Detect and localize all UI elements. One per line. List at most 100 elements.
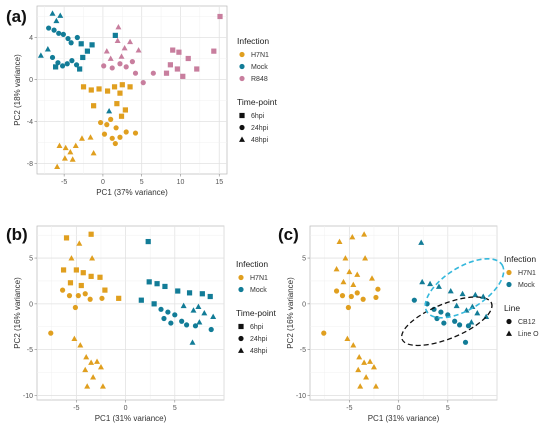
data-point [175, 288, 181, 294]
x-tick-label: 5 [140, 179, 144, 186]
data-point [117, 134, 123, 140]
data-point [372, 383, 379, 389]
data-point [56, 30, 62, 36]
data-point [346, 268, 353, 275]
data-point [53, 64, 59, 70]
data-point [208, 326, 214, 333]
data-point [127, 38, 134, 45]
data-point [68, 255, 75, 261]
data-point [150, 70, 156, 76]
data-point [90, 150, 97, 156]
data-point [61, 155, 68, 161]
y-tick-label: 0 [302, 301, 306, 308]
x-tick-label: 0 [124, 405, 128, 412]
legend-label: 6hpi [251, 113, 265, 120]
data-point [96, 86, 102, 92]
data-point [457, 322, 463, 328]
x-tick-label: -5 [73, 405, 79, 412]
data-point [77, 66, 83, 72]
panel-b: (b) -5 0 5 -10 -5 0 5 PC1 (31% variance) PC2 (16%… [6, 225, 276, 423]
data-point [418, 239, 425, 245]
legend-label: H7N1 [251, 52, 269, 59]
data-point [434, 315, 440, 322]
y-axis-label: PC2 (18% variance) [13, 54, 22, 126]
data-point [101, 63, 107, 69]
data-point [72, 142, 79, 149]
data-point [360, 296, 366, 302]
data-point [342, 255, 349, 261]
data-point [345, 304, 351, 311]
data-point [65, 35, 71, 42]
data-point [106, 108, 113, 114]
legend-time-point: Time-point 6hpi 24hpi 48hpi [237, 97, 277, 144]
data-point [196, 319, 203, 325]
data-point [132, 130, 139, 136]
x-tick-label: 0 [397, 405, 401, 412]
legend-title: Infection [504, 254, 536, 264]
plot-area [36, 5, 228, 175]
legend-label: R848 [251, 76, 268, 83]
panel-c: (c) -5 0 5 -10 -5 0 5 PC1 (31% variance) PC2 (16%… [278, 225, 539, 423]
data-point [112, 32, 118, 38]
data-point [102, 287, 108, 293]
data-point [88, 231, 94, 237]
legend-label: 6hpi [250, 324, 264, 331]
data-point [361, 231, 368, 237]
data-point [162, 283, 168, 290]
data-point [468, 319, 475, 325]
data-point [447, 288, 454, 294]
data-point [117, 90, 123, 96]
data-point [154, 281, 160, 287]
data-point [172, 312, 178, 318]
data-point [117, 61, 123, 67]
data-point [189, 339, 196, 345]
data-point [474, 310, 481, 316]
legend-time-point: Time-point 6hpi 24hpi 48hpi [236, 308, 276, 355]
legend-title: Time-point [237, 97, 277, 107]
data-point [115, 24, 122, 30]
data-point [74, 34, 80, 41]
data-point [472, 291, 479, 298]
data-point [145, 238, 151, 245]
legend-line: Line CB12 Line O [504, 303, 539, 338]
data-point [73, 267, 79, 273]
legend-key-mock [506, 281, 512, 288]
data-point [49, 54, 56, 61]
data-point [101, 131, 108, 137]
data-point [80, 84, 87, 90]
legend-key-square [239, 112, 245, 119]
legend-key-triangle [239, 136, 245, 142]
data-point [76, 240, 83, 246]
data-point [87, 134, 94, 140]
legend-key-r848 [239, 75, 245, 82]
x-axis-label: PC1 (31% variance) [95, 414, 167, 423]
data-point [56, 142, 63, 149]
x-axis-label: PC1 (31% variance) [368, 414, 440, 423]
data-point [452, 318, 458, 324]
legend-title: Line [504, 303, 520, 313]
legend-key-circle [239, 124, 245, 131]
legend-infection: Infection H7N1 Mock [504, 254, 536, 289]
data-point [83, 353, 90, 360]
data-point [180, 73, 186, 79]
data-point [217, 13, 223, 20]
data-point [459, 290, 466, 297]
data-point [62, 144, 69, 151]
y-tick-label: -10 [23, 393, 33, 400]
data-point [84, 383, 91, 389]
data-point [46, 25, 52, 31]
data-point [174, 66, 180, 72]
data-point [435, 283, 442, 289]
data-point [55, 60, 61, 66]
data-point [80, 54, 86, 61]
data-point [158, 306, 164, 312]
data-point [88, 273, 94, 279]
data-point [362, 255, 369, 261]
data-point [167, 62, 173, 68]
data-point [78, 282, 84, 289]
legend-label: Mock [518, 282, 535, 289]
data-point [104, 88, 111, 94]
data-point [59, 287, 66, 293]
data-point [469, 303, 476, 309]
data-point [321, 330, 327, 336]
